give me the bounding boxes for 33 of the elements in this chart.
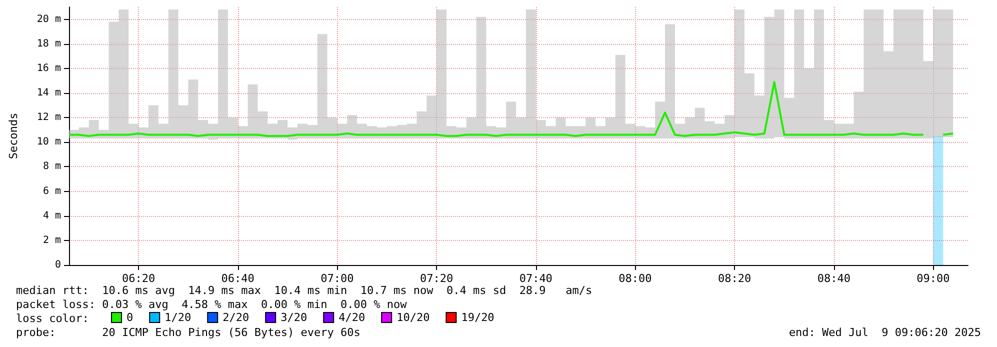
x-tick-label: 07:40: [519, 272, 552, 285]
y-axis-title: Seconds: [7, 112, 20, 160]
text: probe: 20 ICMP Echo Pings (56 Bytes) every 60s: [16, 326, 360, 340]
legend-label: 3/20: [280, 311, 308, 324]
text: loss color:: [16, 312, 89, 326]
legend-label: 19/20: [461, 311, 494, 324]
x-tick-label: 08:00: [618, 272, 652, 285]
y-tick-label: 20 m: [36, 14, 61, 25]
y-tick-label: 12 m: [36, 112, 61, 124]
y-tick-label: 8 m: [42, 161, 61, 172]
y-tick-label: 2 m: [42, 234, 61, 246]
legend-label: 1/20: [164, 311, 192, 324]
y-tick-label: 0: [54, 260, 61, 270]
y-tick-label: 16 m: [36, 62, 61, 74]
x-tick-label: 09:00: [916, 272, 950, 285]
y-tick-label: 18 m: [36, 38, 61, 50]
text: median rtt: 10.6 ms avg 14.9 ms max 10.4 ms min 10.7 ms now 0.4 ms sd 28.9 am/s: [16, 284, 592, 298]
legend-label: 0: [126, 311, 134, 324]
x-tick-label: 06:40: [221, 272, 254, 285]
x-tick-label: 07:00: [320, 272, 354, 285]
legend-label: 2/20: [222, 311, 250, 324]
text: packet loss: 0.03 % avg 4.58 % max 0.00 % min 0.00 % now: [16, 298, 407, 312]
x-tick-label: 08:40: [817, 272, 850, 285]
x-tick-label: 08:20: [718, 272, 752, 285]
legend-label: 4/20: [338, 311, 366, 324]
y-tick-label: 14 m: [36, 88, 61, 98]
x-tick-label: 06:20: [122, 272, 156, 285]
y-tick-label: 10 m: [36, 136, 61, 148]
x-tick-label: 07:20: [420, 272, 454, 285]
legend-label: 10/20: [396, 311, 430, 324]
text: end: Wed Jul 9 09:06:20 2025: [788, 326, 981, 340]
y-tick-label: 6 m: [42, 186, 61, 197]
y-tick-label: 4 m: [42, 210, 61, 222]
